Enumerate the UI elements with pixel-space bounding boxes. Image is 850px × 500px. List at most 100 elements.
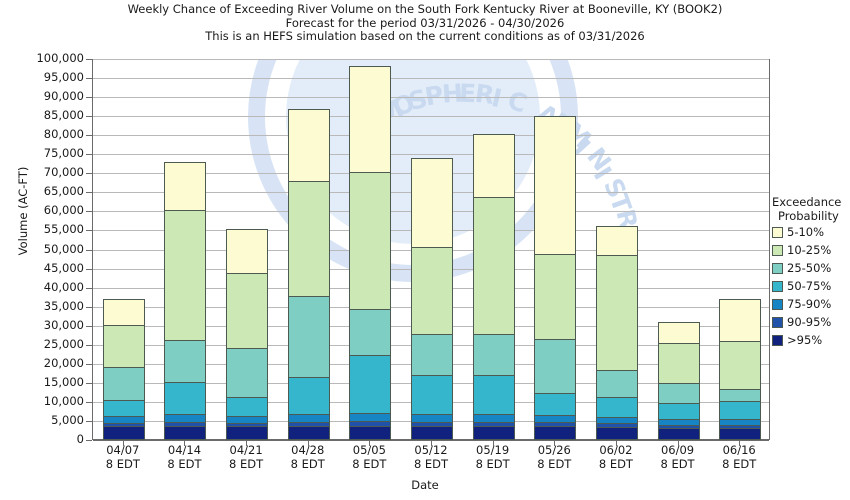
plot-area: ATMOSPHERICADMINISTR [92, 58, 770, 441]
legend-item[interactable]: 5-10% [772, 223, 850, 241]
legend-swatch [772, 298, 783, 310]
bar-segment [657, 322, 700, 344]
bar-06-02[interactable] [595, 58, 638, 440]
y-axis-tick-label: 30,000 [43, 317, 84, 332]
y-axis-tick-label: 10,000 [43, 393, 84, 408]
y-axis-tick-label: 35,000 [43, 298, 84, 313]
x-axis-tick-date: 04/14 [167, 443, 202, 457]
bar-segment [287, 296, 330, 379]
bar-segment [164, 339, 207, 383]
bar-segment [411, 246, 453, 335]
bar-segment [719, 427, 762, 440]
bar-segment [411, 426, 453, 440]
bar-04-21[interactable] [226, 58, 269, 440]
x-axis-tick-mark [307, 441, 309, 446]
bar-05-26[interactable] [534, 58, 577, 440]
y-axis-tick-label: 5,000 [51, 412, 84, 427]
bar-segment [411, 333, 453, 376]
chart-title-line1: Weekly Chance of Exceeding River Volume … [127, 2, 723, 16]
legend-item[interactable]: 75-90% [772, 295, 850, 313]
legend-label: >95% [787, 333, 823, 347]
y-axis-tick-mark [86, 173, 92, 175]
y-axis-label: Volume (AC-FT) [16, 166, 30, 256]
bar-segment [657, 418, 700, 426]
x-axis-tick-label: 06/09 8 EDT [638, 443, 718, 471]
y-axis-tick-mark [86, 401, 92, 403]
bar-segment [349, 172, 392, 311]
x-axis-tick-label: 05/19 8 EDT [453, 443, 533, 471]
legend-item[interactable]: 50-75% [772, 277, 850, 295]
x-axis-label: Date [411, 478, 439, 492]
legend-item[interactable]: >95% [772, 331, 850, 349]
x-axis-tick-label: 05/05 8 EDT [329, 443, 409, 471]
x-axis-tick-date: 05/19 [476, 443, 510, 457]
chart-title-line2: Forecast for the period 03/31/2026 - 04/… [285, 15, 565, 30]
bar-04-28[interactable] [287, 58, 330, 440]
bar-segment [226, 397, 269, 418]
bar-05-05[interactable] [349, 58, 392, 440]
x-axis-tick-mark [369, 441, 371, 446]
bar-segment [534, 414, 577, 424]
x-axis-tick-label: 06/02 8 EDT [576, 443, 656, 471]
y-axis-tick-mark [86, 59, 92, 60]
x-axis-tick-date: 05/12 [414, 443, 448, 457]
y-axis-tick-label: 75,000 [43, 146, 84, 161]
bar-segment [657, 382, 700, 404]
legend-swatch [772, 226, 783, 238]
y-axis-tick-mark [86, 440, 92, 441]
bar-06-09[interactable] [657, 58, 700, 440]
y-axis-tick-mark [86, 249, 92, 251]
bar-segment [164, 162, 207, 212]
bar-segment [719, 298, 762, 342]
bar-segment [287, 414, 330, 424]
bar-segment [349, 309, 392, 357]
legend-item[interactable]: 10-25% [772, 241, 850, 259]
y-axis-tick-mark [86, 287, 92, 289]
bar-segment [534, 338, 577, 394]
bar-segment [595, 426, 638, 440]
bar-segment [411, 374, 453, 416]
y-axis-tick-label: 15,000 [43, 374, 84, 389]
bar-04-07[interactable] [102, 58, 145, 440]
y-axis-tick-label: 65,000 [43, 184, 84, 199]
bar-segment [595, 416, 638, 425]
x-axis-tick-date: 04/28 [291, 443, 325, 457]
bar-segment [472, 414, 515, 424]
gridline [93, 59, 769, 60]
bar-06-16[interactable] [719, 58, 762, 440]
x-axis-tick-mark [122, 441, 124, 446]
bar-segment [657, 427, 700, 440]
bar-segment [102, 324, 145, 368]
x-axis-tick-time: 8 EDT [290, 456, 325, 471]
bar-segment [102, 416, 145, 424]
bar-segment [349, 65, 392, 174]
bar-segment [349, 413, 392, 423]
x-axis-tick-date: 06/16 [722, 443, 756, 457]
bar-segment [472, 197, 515, 336]
x-axis-tick-label: 05/12 8 EDT [391, 443, 471, 471]
bar-segment [719, 340, 762, 391]
bar-segment [226, 347, 269, 399]
bar-05-19[interactable] [472, 58, 515, 440]
x-axis-tick-label: 06/16 8 EDT [699, 443, 779, 471]
bar-05-12[interactable] [411, 58, 453, 440]
x-axis-tick-date: 06/02 [599, 443, 633, 457]
y-axis-tick-label: 95,000 [43, 70, 84, 85]
bar-segment [472, 374, 515, 416]
legend-label: 5-10% [787, 225, 825, 239]
bar-segment [226, 229, 269, 275]
bar-segment [287, 426, 330, 440]
legend-item[interactable]: 90-95% [772, 313, 850, 331]
legend-item[interactable]: 25-50% [772, 259, 850, 277]
bar-segment [657, 402, 700, 420]
gridline [93, 78, 769, 80]
legend-swatch [772, 244, 783, 256]
bar-segment [534, 116, 577, 256]
y-axis-tick-label: 20,000 [43, 355, 84, 370]
y-axis-tick-label: 55,000 [43, 222, 84, 237]
y-axis-tick-mark [86, 382, 92, 384]
x-axis-tick-mark [739, 441, 741, 446]
bar-04-14[interactable] [164, 58, 207, 440]
x-axis-tick-mark [554, 441, 556, 446]
y-axis-tick-mark [86, 363, 92, 365]
